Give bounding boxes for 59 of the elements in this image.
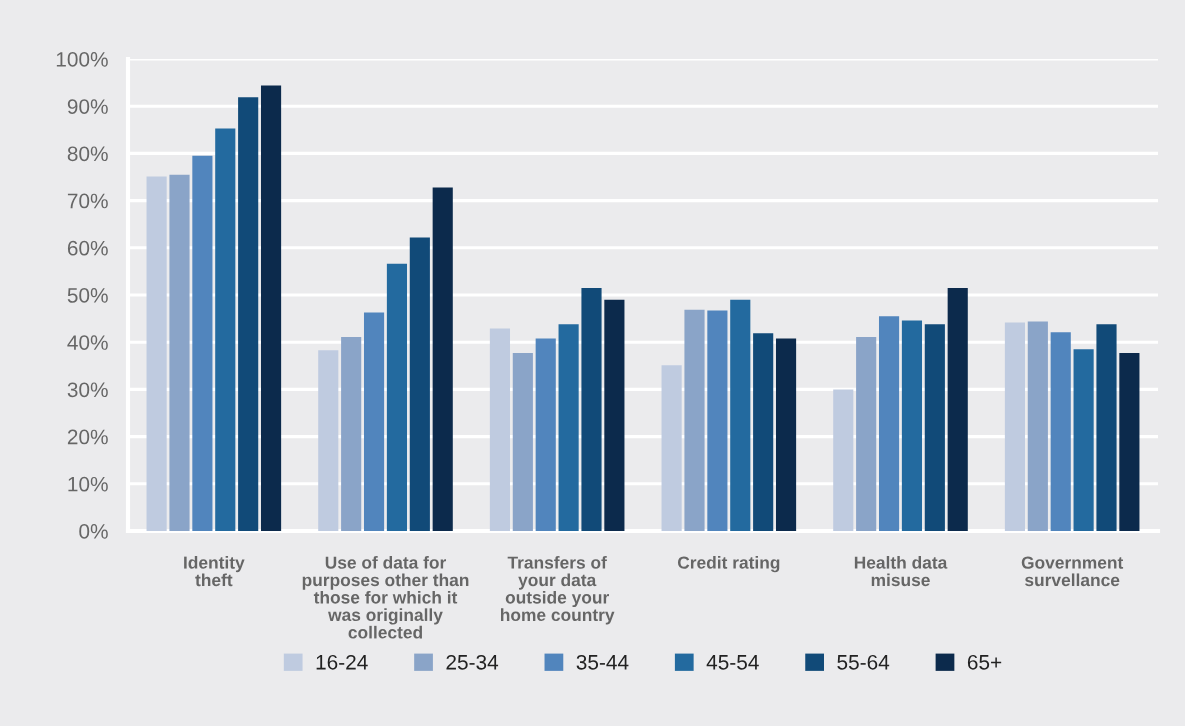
bar xyxy=(489,328,511,531)
legend-label: 45-54 xyxy=(706,655,759,670)
y-tick-label: 100% xyxy=(56,52,108,67)
bar xyxy=(661,365,682,531)
bar xyxy=(146,176,167,531)
y-tick-label: 50% xyxy=(67,288,108,303)
bar xyxy=(512,353,533,531)
legend-label: 65+ xyxy=(967,654,1002,670)
bar xyxy=(1050,332,1071,531)
bar xyxy=(856,337,877,531)
legend-label: 35-44 xyxy=(576,654,629,670)
y-tick-label: 80% xyxy=(67,146,108,162)
bar xyxy=(707,310,728,531)
bar xyxy=(1073,349,1094,531)
bar xyxy=(535,338,556,531)
x-tick-label: Identity theft xyxy=(184,556,245,587)
bar xyxy=(363,312,385,531)
y-tick-label: 30% xyxy=(67,382,108,398)
bar xyxy=(341,337,362,531)
bar xyxy=(238,97,259,531)
x-tick-label: Government survellance xyxy=(1021,556,1124,587)
bar xyxy=(581,287,602,531)
bar xyxy=(409,237,430,531)
bar xyxy=(833,389,854,531)
bar xyxy=(1096,324,1117,531)
bar xyxy=(386,263,408,531)
bar xyxy=(318,350,339,531)
bar xyxy=(604,299,625,531)
bar xyxy=(924,324,945,531)
bar xyxy=(775,338,797,531)
bar xyxy=(947,287,968,531)
bar xyxy=(684,309,705,531)
bar xyxy=(432,187,453,531)
y-tick-label: 0% xyxy=(79,524,108,539)
y-tick-label: 70% xyxy=(67,193,108,209)
bar xyxy=(169,174,190,531)
legend-label: 55-64 xyxy=(837,654,890,670)
legend-label: 16-24 xyxy=(316,654,368,670)
y-tick-label: 10% xyxy=(68,476,108,492)
bar xyxy=(901,320,923,531)
bar xyxy=(1004,322,1026,531)
bar xyxy=(1119,353,1140,531)
bar xyxy=(753,333,774,531)
y-tick-label: 60% xyxy=(67,240,108,256)
y-tick-label: 20% xyxy=(67,429,108,445)
x-tick-label: Transfers of your data outside your home country xyxy=(500,556,615,625)
bar xyxy=(215,128,236,531)
y-tick-label: 90% xyxy=(67,99,108,114)
x-tick-label: Health data misuse xyxy=(854,556,948,587)
bar xyxy=(260,85,282,531)
bar xyxy=(192,155,213,531)
x-tick-label: Use of data for purposes other than those for which it was originally collected xyxy=(302,556,469,639)
bar xyxy=(878,316,900,531)
legend-label: 25-34 xyxy=(446,654,499,670)
x-tick-label: Credit rating xyxy=(677,556,780,573)
bar xyxy=(558,324,579,531)
bar xyxy=(730,299,751,531)
y-tick-label: 40% xyxy=(67,335,108,350)
bar xyxy=(1027,321,1048,531)
